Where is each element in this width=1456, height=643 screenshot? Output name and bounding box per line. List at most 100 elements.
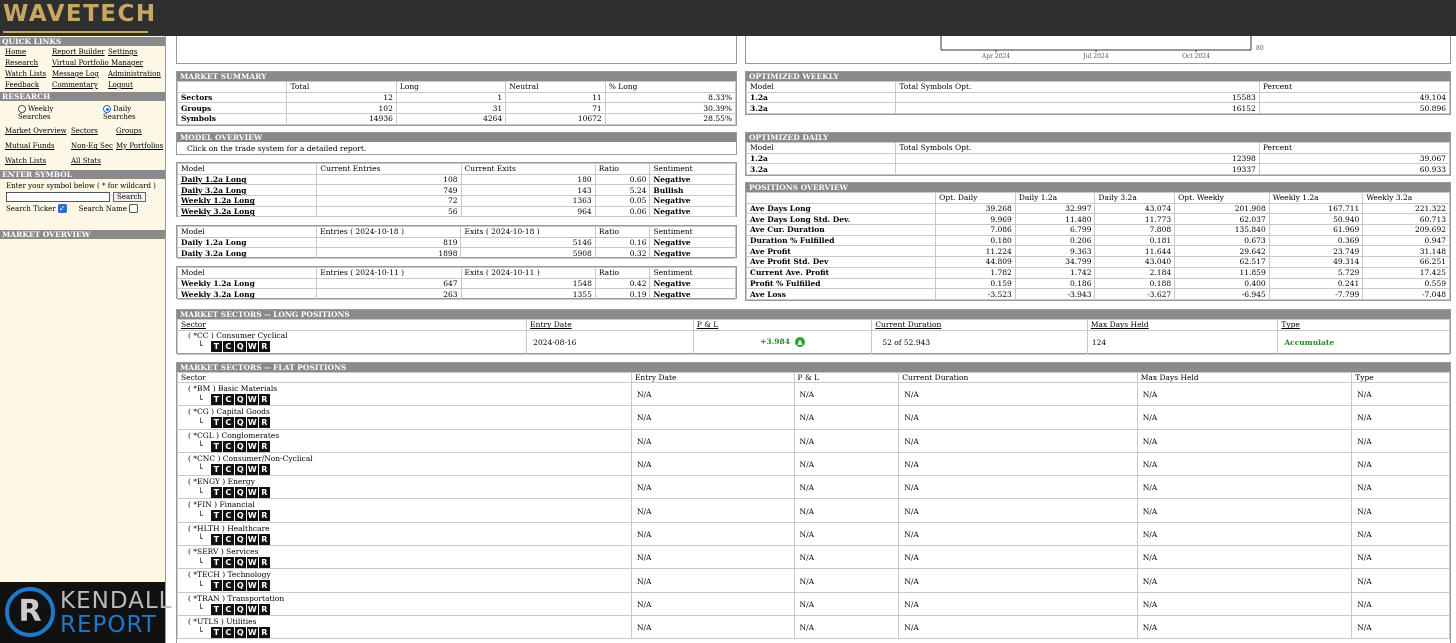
tool-button-q[interactable]: Q	[234, 510, 246, 522]
tool-button-t[interactable]: T	[210, 557, 222, 569]
tool-button-c[interactable]: C	[222, 340, 234, 352]
sidebar-link[interactable]: Home	[5, 48, 27, 56]
sidebar-link[interactable]: Groups	[116, 127, 142, 135]
sidebar-link[interactable]: Message Log	[52, 70, 99, 78]
search-ticker-checkbox[interactable]: ✓	[57, 204, 67, 213]
tool-button-r[interactable]: R	[258, 626, 270, 638]
sidebar-link[interactable]: Virtual Portfolio Manager	[52, 59, 143, 67]
daily-searches-option[interactable]: Daily Searches	[103, 105, 165, 121]
tool-button-w[interactable]: W	[246, 626, 258, 638]
tool-button-q[interactable]: Q	[234, 557, 246, 569]
tool-button-t[interactable]: T	[210, 394, 222, 405]
sidebar-link[interactable]: Commentary	[52, 81, 98, 89]
sidebar-link[interactable]: Sectors	[71, 127, 98, 135]
sector-name[interactable]: ( *ENGY ) Energy	[188, 477, 255, 487]
tool-button-t[interactable]: T	[210, 580, 222, 592]
tool-button-r[interactable]: R	[258, 533, 270, 545]
tool-button-c[interactable]: C	[222, 394, 234, 405]
tool-button-q[interactable]: Q	[234, 463, 246, 475]
search-button[interactable]: Search	[113, 192, 146, 202]
tool-button-w[interactable]: W	[246, 340, 258, 352]
tool-button-t[interactable]: T	[210, 440, 222, 452]
sector-name[interactable]: ( *CNC ) Consumer/Non-Cyclical	[188, 453, 313, 463]
sidebar-link[interactable]: Settings	[108, 48, 138, 56]
symbol-input[interactable]	[6, 192, 110, 202]
tool-button-c[interactable]: C	[222, 603, 234, 615]
model-link[interactable]: Weekly 1.2a Long	[181, 196, 255, 206]
sector-name[interactable]: ( *FIN ) Financial	[188, 500, 255, 510]
model-link[interactable]: Daily 3.2a Long	[181, 185, 247, 195]
sidebar-link[interactable]: Mutual Funds	[5, 142, 55, 150]
tool-button-w[interactable]: W	[246, 557, 258, 569]
tool-button-c[interactable]: C	[222, 510, 234, 522]
sidebar-link[interactable]: All Stats	[71, 157, 101, 165]
daily-radio[interactable]	[103, 105, 111, 113]
tool-button-q[interactable]: Q	[234, 626, 246, 638]
tool-button-w[interactable]: W	[246, 580, 258, 592]
tool-button-w[interactable]: W	[246, 394, 258, 405]
sector-name[interactable]: ( *CGL ) Conglomerates	[188, 430, 280, 440]
tool-button-w[interactable]: W	[246, 487, 258, 499]
tool-button-q[interactable]: Q	[234, 394, 246, 405]
tool-button-r[interactable]: R	[258, 440, 270, 452]
tool-button-w[interactable]: W	[246, 440, 258, 452]
model-link[interactable]: Weekly 3.2a Long	[181, 207, 255, 217]
sidebar-link[interactable]: Feedback	[5, 81, 40, 89]
model-link[interactable]: Daily 1.2a Long	[181, 175, 247, 185]
tool-button-r[interactable]: R	[258, 394, 270, 405]
tool-button-q[interactable]: Q	[234, 487, 246, 499]
tool-button-q[interactable]: Q	[234, 340, 246, 352]
sidebar-link[interactable]: Market Overview	[5, 127, 67, 135]
tool-button-t[interactable]: T	[210, 603, 222, 615]
tool-button-q[interactable]: Q	[234, 417, 246, 429]
tool-button-t[interactable]: T	[210, 487, 222, 499]
sidebar-link[interactable]: Report Builder	[52, 48, 105, 56]
tool-button-t[interactable]: T	[210, 626, 222, 638]
sector-name[interactable]: ( *HLTH ) Healthcare	[188, 523, 270, 533]
tool-button-c[interactable]: C	[222, 487, 234, 499]
sector-name[interactable]: ( *SERV ) Services	[188, 547, 259, 557]
sector-name[interactable]: ( *CG ) Capital Goods	[188, 407, 270, 417]
sector-name[interactable]: ( *TRAN ) Transportation	[188, 593, 285, 603]
tool-button-c[interactable]: C	[222, 463, 234, 475]
tool-button-t[interactable]: T	[210, 463, 222, 475]
tool-button-r[interactable]: R	[258, 580, 270, 592]
tool-button-r[interactable]: R	[258, 340, 270, 352]
sector-name[interactable]: ( *BM ) Basic Materials	[188, 384, 278, 393]
tool-button-w[interactable]: W	[246, 603, 258, 615]
sidebar-link[interactable]: Logout	[108, 81, 133, 89]
tool-button-q[interactable]: Q	[234, 440, 246, 452]
sidebar-link[interactable]: Research	[5, 59, 39, 67]
tool-button-r[interactable]: R	[258, 487, 270, 499]
sidebar-link[interactable]: Non-Eq Sec	[71, 142, 113, 150]
tool-button-r[interactable]: R	[258, 510, 270, 522]
tool-button-c[interactable]: C	[222, 440, 234, 452]
weekly-radio[interactable]	[18, 105, 26, 113]
tool-button-w[interactable]: W	[246, 510, 258, 522]
tool-button-r[interactable]: R	[258, 417, 270, 429]
tool-button-c[interactable]: C	[222, 417, 234, 429]
sidebar-link[interactable]: Watch Lists	[5, 70, 47, 78]
tool-button-t[interactable]: T	[210, 533, 222, 545]
tool-button-c[interactable]: C	[222, 626, 234, 638]
tool-button-t[interactable]: T	[210, 340, 222, 352]
tool-button-c[interactable]: C	[222, 533, 234, 545]
sidebar-link[interactable]: Administration	[108, 70, 161, 78]
tool-button-w[interactable]: W	[246, 417, 258, 429]
sidebar-link[interactable]: My Portfolios	[116, 142, 164, 150]
tool-button-w[interactable]: W	[246, 533, 258, 545]
tool-button-q[interactable]: Q	[234, 533, 246, 545]
sector-name[interactable]: ( *CC ) Consumer Cyclical	[188, 330, 288, 340]
sidebar-link[interactable]: Watch Lists	[5, 157, 47, 165]
tool-button-w[interactable]: W	[246, 463, 258, 475]
tool-button-q[interactable]: Q	[234, 603, 246, 615]
sector-name[interactable]: ( *UTLS ) Utilities	[188, 616, 257, 626]
tool-button-t[interactable]: T	[210, 510, 222, 522]
tool-button-q[interactable]: Q	[234, 580, 246, 592]
tool-button-r[interactable]: R	[258, 463, 270, 475]
tool-button-t[interactable]: T	[210, 417, 222, 429]
tool-button-r[interactable]: R	[258, 557, 270, 569]
tool-button-r[interactable]: R	[258, 603, 270, 615]
tool-button-c[interactable]: C	[222, 557, 234, 569]
tool-button-c[interactable]: C	[222, 580, 234, 592]
